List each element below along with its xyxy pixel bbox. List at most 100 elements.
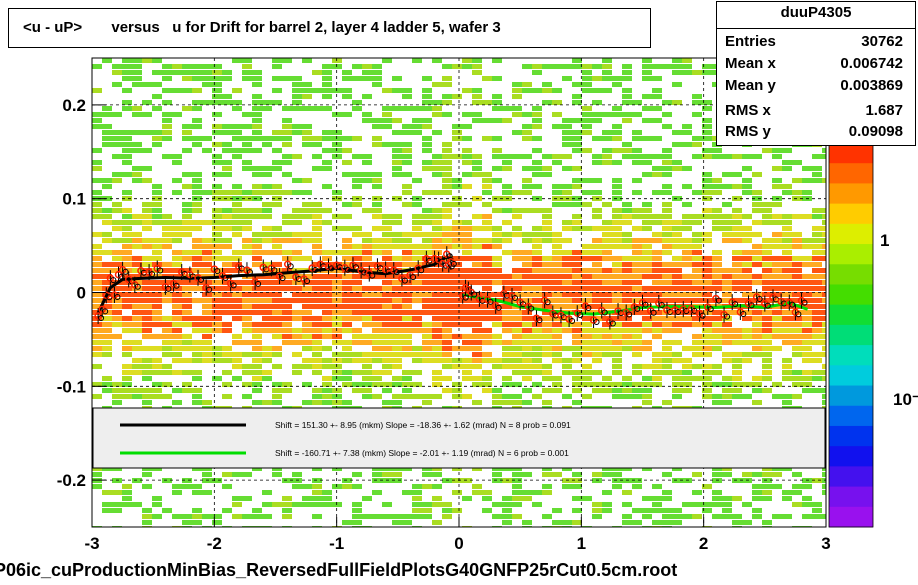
data-point [646, 302, 657, 319]
heatmap-cell [252, 184, 262, 189]
heatmap-cell [462, 496, 472, 501]
heatmap-cell [562, 370, 572, 375]
heatmap-cell [532, 88, 542, 93]
heatmap-cell [212, 322, 222, 327]
data-point [573, 305, 584, 322]
heatmap-cell [772, 394, 782, 399]
heatmap-cell [342, 136, 352, 141]
heatmap-cell [162, 70, 172, 75]
heatmap-cell [712, 502, 722, 507]
heatmap-cell [132, 220, 142, 225]
heatmap-cell [452, 220, 462, 225]
heatmap-cell [582, 82, 592, 87]
heatmap-cell [92, 214, 102, 219]
heatmap-cell [132, 370, 142, 375]
heatmap-cell [732, 328, 742, 333]
heatmap-cell [192, 280, 202, 285]
color-bar: 110⁻¹ [828, 142, 918, 528]
heatmap-cell [522, 190, 532, 195]
marker-black [198, 276, 205, 283]
heatmap-cell [222, 76, 232, 81]
heatmap-cell [222, 190, 232, 195]
heatmap-cell [142, 316, 152, 321]
heatmap-cell [782, 334, 792, 339]
stats-value: 0.09098 [848, 123, 903, 140]
heatmap-cell [132, 172, 142, 177]
heatmap-cell [222, 370, 232, 375]
heatmap-cell [182, 88, 192, 93]
heatmap-cell [612, 340, 622, 345]
heatmap-cell [512, 514, 522, 519]
heatmap-cell [372, 346, 382, 351]
heatmap-cell [142, 322, 152, 327]
heatmap-cell [302, 58, 312, 63]
heatmap-cell [792, 286, 802, 291]
heatmap-cell [112, 334, 122, 339]
heatmap-cell [152, 304, 162, 309]
heatmap-cell [602, 268, 612, 273]
heatmap-cell [232, 304, 242, 309]
heatmap-cell [372, 214, 382, 219]
heatmap-cell [312, 202, 322, 207]
heatmap-cell [522, 298, 532, 303]
marker-black [118, 273, 125, 280]
heatmap-cell [452, 508, 462, 513]
heatmap-cell [642, 58, 652, 63]
heatmap-cell [572, 142, 582, 147]
heatmap-cell [612, 316, 622, 321]
heatmap-cell [292, 298, 302, 303]
heatmap-cell [102, 382, 112, 387]
heatmap-cell [572, 250, 582, 255]
heatmap-cell [582, 64, 592, 69]
heatmap-cell [772, 154, 782, 159]
heatmap-cell [502, 322, 512, 327]
heatmap-cell [662, 316, 672, 321]
heatmap-cell [622, 394, 632, 399]
heatmap-cell [162, 394, 172, 399]
heatmap-cell [192, 256, 202, 261]
heatmap-cell [292, 94, 302, 99]
data-point [630, 298, 641, 315]
heatmap-cell [492, 262, 502, 267]
heatmap-cell [702, 310, 712, 315]
heatmap-cell [122, 220, 132, 225]
heatmap-cell [522, 364, 532, 369]
heatmap-cell [782, 226, 792, 231]
data-point [695, 305, 706, 322]
heatmap-cell [362, 376, 372, 381]
heatmap-cell [432, 496, 442, 501]
heatmap-cell [412, 58, 422, 63]
heatmap-cell [292, 130, 302, 135]
heatmap-cell [222, 358, 232, 363]
heatmap-cell [812, 244, 822, 249]
heatmap-cell [532, 292, 542, 297]
heatmap-cell [172, 220, 182, 225]
heatmap-cell [822, 274, 826, 279]
heatmap-cell [542, 316, 552, 321]
heatmap-cell [562, 64, 572, 69]
heatmap-cell [542, 472, 552, 477]
heatmap-cell [482, 304, 492, 309]
heatmap-cell [272, 232, 282, 237]
heatmap-cell [522, 130, 532, 135]
heatmap-cell [792, 502, 802, 507]
heatmap-cell [522, 178, 532, 183]
heatmap-cell [282, 118, 292, 123]
heatmap-cell [782, 514, 792, 519]
heatmap-cell [322, 334, 332, 339]
heatmap-cell [532, 238, 542, 243]
heatmap-cell [802, 388, 812, 393]
heatmap-cell [702, 232, 712, 237]
heatmap-cell [382, 472, 392, 477]
heatmap-cell [732, 184, 742, 189]
heatmap-cell [572, 226, 582, 231]
heatmap-cell [122, 394, 132, 399]
heatmap-cell [742, 250, 752, 255]
stats-row-rms-x: RMS x 1.687 [725, 102, 903, 119]
heatmap-cell [652, 274, 662, 279]
data-point [687, 300, 698, 317]
heatmap-cell [292, 100, 302, 105]
heatmap-cell [112, 142, 122, 147]
heatmap-cell [312, 238, 322, 243]
heatmap-cell [542, 172, 552, 177]
